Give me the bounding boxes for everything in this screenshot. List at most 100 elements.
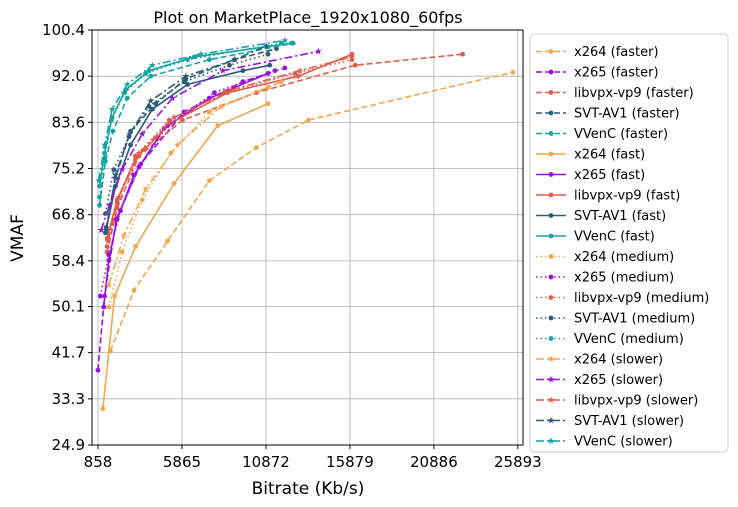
data-point [265, 101, 271, 107]
legend-marker [548, 274, 554, 280]
data-point [106, 201, 114, 209]
y-tick-label: 33.3 [52, 390, 85, 408]
data-point [111, 167, 117, 173]
data-point [106, 252, 112, 258]
legend-label: x265 (faster) [574, 66, 659, 81]
data-point [219, 67, 227, 74]
plot-area-frame [91, 29, 524, 446]
legend-item: x264 (fast) [536, 148, 645, 163]
data-point [289, 40, 294, 46]
data-point [185, 82, 190, 87]
data-point [171, 180, 177, 186]
legend-label: x264 (slower) [574, 353, 663, 368]
data-point [115, 193, 123, 201]
data-point [106, 304, 112, 310]
data-point [104, 244, 110, 249]
data-point [180, 117, 185, 123]
y-tick-label: 66.8 [52, 206, 85, 224]
data-point [182, 72, 190, 80]
legend-label: SVT-AV1 (fast) [574, 209, 666, 224]
data-point [206, 109, 212, 115]
data-point [101, 141, 108, 148]
data-point [143, 71, 149, 76]
data-point [185, 57, 190, 63]
data-point [97, 194, 102, 200]
legend-marker [547, 416, 555, 424]
data-point [108, 105, 116, 113]
legend-label: libvpx-vp9 (slower) [574, 394, 698, 409]
series-19 [95, 36, 289, 184]
legend-label: x265 (medium) [574, 271, 674, 286]
data-point [314, 47, 322, 55]
data-point [128, 142, 133, 148]
series-line [108, 80, 282, 286]
data-point [148, 61, 156, 69]
data-point [227, 62, 232, 68]
legend-label: libvpx-vp9 (faster) [574, 86, 694, 101]
axis-ticks: 858 5865 10872 15879 20886 25893 24.9 33.3 41.7 5… [42, 21, 542, 471]
legend-item: libvpx-vp9 (fast) [536, 189, 680, 204]
data-point [120, 231, 128, 239]
x-tick-label: 15879 [326, 453, 374, 471]
legend-marker [548, 151, 554, 157]
legend-label: x264 (faster) [574, 45, 659, 60]
legend-item: x264 (medium) [536, 250, 674, 265]
data-point [253, 145, 259, 151]
data-point [231, 56, 238, 63]
data-point [97, 202, 102, 208]
data-point [272, 68, 278, 74]
data-point [253, 90, 259, 96]
legend-item: SVT-AV1 (fast) [536, 209, 666, 224]
chart-title: Plot on MarketPlace_1920x1080_60fps [153, 8, 462, 28]
y-tick-label: 24.9 [52, 436, 85, 454]
data-point [460, 51, 466, 57]
data-point [112, 171, 119, 179]
x-tick-label: 5865 [163, 453, 201, 471]
legend-item: x265 (medium) [536, 271, 674, 286]
legend-label: VVenC (slower) [574, 435, 673, 450]
data-point [136, 164, 142, 170]
legend-label: libvpx-vp9 (fast) [574, 189, 680, 204]
legend-label: x265 (slower) [574, 373, 663, 388]
legend-label: VVenC (fast) [574, 230, 655, 245]
legend-item: VVenC (fast) [536, 230, 655, 245]
data-point [240, 68, 246, 74]
legend-marker [548, 254, 554, 259]
legend-label: VVenC (faster) [574, 127, 668, 142]
legend-label: SVT-AV1 (medium) [574, 312, 695, 327]
data-point [102, 156, 107, 162]
y-tick-label: 83.6 [52, 113, 85, 131]
data-point [149, 106, 155, 112]
data-point [104, 237, 112, 244]
data-point [282, 65, 288, 71]
data-point [102, 226, 110, 233]
legend-marker [547, 396, 555, 403]
legend-item: SVT-AV1 (slower) [536, 414, 684, 429]
legend-item: SVT-AV1 (faster) [536, 107, 680, 122]
data-point [296, 67, 304, 74]
data-point [510, 69, 516, 75]
data-point [352, 62, 358, 68]
data-point [122, 90, 128, 96]
data-point [267, 62, 273, 68]
series-13 [103, 51, 271, 216]
data-point [153, 101, 159, 107]
data-point [265, 71, 271, 76]
data-point [215, 123, 221, 129]
legend-item: libvpx-vp9 (faster) [536, 86, 694, 101]
data-point [146, 68, 152, 74]
series-4 [97, 40, 296, 208]
legend-item: VVenC (faster) [536, 127, 668, 142]
data-point [131, 288, 137, 293]
data-point [265, 51, 271, 57]
data-point [97, 226, 105, 233]
data-point [100, 406, 106, 412]
data-point [206, 57, 212, 63]
data-point [227, 86, 235, 93]
data-point [305, 117, 311, 123]
data-point [169, 94, 176, 102]
data-point [281, 36, 289, 44]
data-point [165, 238, 170, 244]
data-point [133, 244, 139, 249]
